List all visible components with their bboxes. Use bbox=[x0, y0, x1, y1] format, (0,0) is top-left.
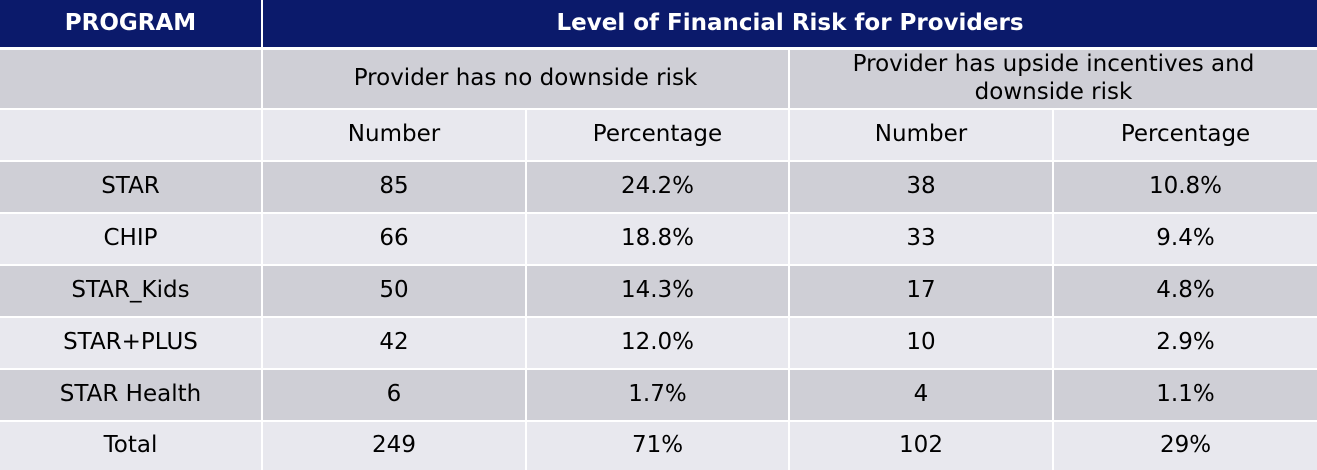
empty-cell bbox=[0, 110, 263, 162]
col-header-number: Number bbox=[790, 110, 1054, 162]
updown-percentage-cell: 29% bbox=[1054, 422, 1317, 470]
col-header-percentage: Percentage bbox=[527, 110, 790, 162]
no-risk-percentage-cell: 14.3% bbox=[527, 266, 790, 318]
column-header-row: Number Percentage Number Percentage bbox=[0, 110, 1317, 162]
no-risk-percentage-cell: 18.8% bbox=[527, 214, 790, 266]
no-risk-percentage-cell: 24.2% bbox=[527, 162, 790, 214]
col-header-percentage: Percentage bbox=[1054, 110, 1317, 162]
no-risk-number-cell: 6 bbox=[263, 370, 527, 422]
no-risk-percentage-cell: 1.7% bbox=[527, 370, 790, 422]
updown-number-cell: 38 bbox=[790, 162, 1054, 214]
program-cell: STAR_Kids bbox=[0, 266, 263, 318]
header-row: PROGRAM Level of Financial Risk for Prov… bbox=[0, 0, 1317, 50]
updown-number-cell: 33 bbox=[790, 214, 1054, 266]
group-no-downside-risk: Provider has no downside risk bbox=[263, 50, 790, 110]
table-row: STAR+PLUS 42 12.0% 10 2.9% bbox=[0, 318, 1317, 370]
table-row: STAR 85 24.2% 38 10.8% bbox=[0, 162, 1317, 214]
table-title: Level of Financial Risk for Providers bbox=[263, 0, 1317, 50]
group-header-row: Provider has no downside risk Provider h… bbox=[0, 50, 1317, 110]
program-cell: STAR bbox=[0, 162, 263, 214]
no-risk-number-cell: 85 bbox=[263, 162, 527, 214]
no-risk-percentage-cell: 71% bbox=[527, 422, 790, 470]
no-risk-number-cell: 249 bbox=[263, 422, 527, 470]
program-cell: STAR+PLUS bbox=[0, 318, 263, 370]
updown-percentage-cell: 9.4% bbox=[1054, 214, 1317, 266]
program-cell: STAR Health bbox=[0, 370, 263, 422]
table-row: STAR_Kids 50 14.3% 17 4.8% bbox=[0, 266, 1317, 318]
table-row-total: Total 249 71% 102 29% bbox=[0, 422, 1317, 470]
updown-number-cell: 17 bbox=[790, 266, 1054, 318]
updown-percentage-cell: 4.8% bbox=[1054, 266, 1317, 318]
no-risk-number-cell: 66 bbox=[263, 214, 527, 266]
updown-number-cell: 10 bbox=[790, 318, 1054, 370]
updown-percentage-cell: 2.9% bbox=[1054, 318, 1317, 370]
table-row: STAR Health 6 1.7% 4 1.1% bbox=[0, 370, 1317, 422]
no-risk-number-cell: 42 bbox=[263, 318, 527, 370]
no-risk-percentage-cell: 12.0% bbox=[527, 318, 790, 370]
program-header: PROGRAM bbox=[0, 0, 263, 50]
program-cell: Total bbox=[0, 422, 263, 470]
updown-number-cell: 4 bbox=[790, 370, 1054, 422]
group-upside-downside-risk: Provider has upside incentives and downs… bbox=[790, 50, 1317, 110]
updown-percentage-cell: 10.8% bbox=[1054, 162, 1317, 214]
col-header-number: Number bbox=[263, 110, 527, 162]
no-risk-number-cell: 50 bbox=[263, 266, 527, 318]
table-row: CHIP 66 18.8% 33 9.4% bbox=[0, 214, 1317, 266]
updown-number-cell: 102 bbox=[790, 422, 1054, 470]
program-cell: CHIP bbox=[0, 214, 263, 266]
updown-percentage-cell: 1.1% bbox=[1054, 370, 1317, 422]
empty-cell bbox=[0, 50, 263, 110]
